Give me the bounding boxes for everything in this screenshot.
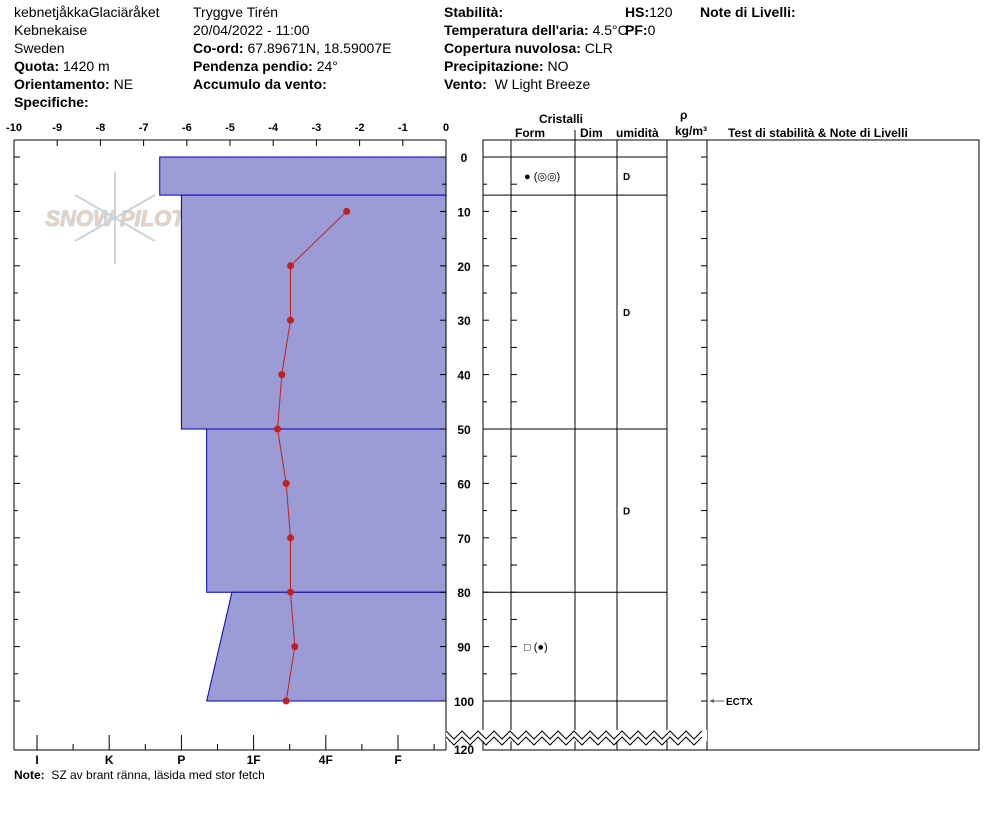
snowflake-icon: [74, 217, 116, 242]
air-temperature: Temperatura dell'aria: 4.5°C: [444, 22, 628, 38]
quota: Quota: 1420 m: [14, 58, 110, 74]
depth-tick-label: 0: [461, 151, 468, 165]
depth-tick-label: 20: [457, 260, 471, 274]
moisture-value: D: [623, 172, 630, 183]
precipitation: Precipitazione: NO: [444, 58, 569, 74]
temp-tick-label: -1: [398, 122, 408, 134]
temperature-point: [286, 588, 294, 596]
temp-tick-label: -9: [52, 122, 62, 134]
layer-table-frame: [482, 139, 980, 751]
depth-tick-label: 80: [457, 586, 471, 600]
stability-test-label: ECTX: [726, 697, 753, 708]
temperature-line: [277, 211, 347, 702]
temperature-point: [282, 479, 290, 487]
stability: Stabilità:: [444, 4, 504, 20]
footer-note: Note: SZ av brant ränna, läsida med stor…: [14, 768, 265, 782]
test-arrow-icon: [709, 699, 714, 703]
temperature-point: [286, 534, 294, 542]
hardness-tick-label: F: [394, 753, 401, 767]
depth-tick-label: 40: [457, 369, 471, 383]
wind: Vento: W Light Breeze: [444, 76, 591, 92]
temp-tick-label: -2: [355, 122, 365, 134]
hardness-layer-2: [206, 428, 447, 593]
crystals-header: Cristalli: [538, 112, 583, 126]
orientation: Orientamento: NE: [14, 76, 134, 92]
form-header: Form: [515, 126, 545, 140]
hs: HS:120: [625, 4, 673, 20]
hardness-layer-3: [206, 591, 447, 702]
hardness-tick-label: 1F: [247, 753, 261, 767]
temp-tick-label: -8: [96, 122, 106, 134]
depth-tick-label: 70: [457, 532, 471, 546]
datetime: 20/04/2022 - 11:00: [193, 22, 310, 38]
density-header: kg/m³: [675, 124, 708, 138]
snowflake-icon: [114, 217, 156, 242]
moisture-value: D: [623, 308, 630, 319]
moisture-value: D: [623, 507, 630, 518]
temperature-point: [343, 207, 351, 215]
depth-tick-label: 30: [457, 314, 471, 328]
depth-tick-label: 90: [457, 641, 471, 655]
slope: Pendenza pendio: 24°: [193, 58, 338, 74]
grain-form-symbol: ● (◎◎): [524, 171, 560, 183]
depth-tick-label: 120: [454, 743, 474, 757]
specifics: Specifiche:: [14, 94, 89, 110]
tests-header: Test di stabilità & Note di Livelli: [728, 126, 908, 140]
temp-tick-label: -4: [268, 122, 279, 134]
snowflake-icon: [114, 194, 156, 219]
snowflake-icon: [74, 194, 116, 219]
country: Sweden: [14, 40, 65, 56]
hardness-tick-label: K: [105, 753, 114, 767]
temperature-point: [274, 425, 282, 433]
temp-tick-label: -5: [225, 122, 235, 134]
depth-tick-label: 50: [457, 423, 471, 437]
axis-break: [445, 730, 703, 740]
location: kebnetjåkkaGlaciäråket: [14, 4, 160, 20]
hardness-tick-label: P: [177, 753, 185, 767]
wind-loading: Accumulo da vento:: [193, 76, 327, 92]
depth-tick-label: 60: [457, 477, 471, 491]
grain-form-symbol: □ (●): [524, 642, 548, 654]
hardness-tick-label: 4F: [319, 753, 333, 767]
temperature-point: [286, 316, 294, 324]
rho-header: ρ: [680, 108, 688, 122]
hardness-layer-0: [159, 156, 447, 196]
temp-tick-label: -3: [312, 122, 322, 134]
depth-tick-label: 100: [454, 695, 474, 709]
temp-tick-label: -6: [182, 122, 192, 134]
hardness-tick-label: I: [35, 753, 38, 767]
area: Kebnekaise: [14, 22, 88, 38]
axis-break: [445, 736, 703, 746]
depth-tick-label: 10: [457, 205, 471, 219]
hardness-layer-1: [180, 194, 447, 430]
pf: PF:0: [625, 22, 656, 38]
layer-notes-label: Note di Livelli:: [700, 4, 796, 20]
observer: Tryggve Tirén: [193, 4, 279, 20]
temperature-point: [291, 643, 299, 651]
temp-tick-label: -7: [139, 122, 149, 134]
dim-header: Dim: [580, 126, 603, 140]
moisture-header: umidità: [616, 126, 659, 140]
temperature-point: [286, 262, 294, 270]
cloud-cover: Copertura nuvolosa: CLR: [444, 40, 613, 56]
break-mask: [446, 730, 707, 741]
temperature-point: [278, 371, 286, 379]
temp-tick-label: 0: [443, 122, 449, 134]
temperature-point: [282, 697, 290, 705]
coordinates: Co-ord: 67.89671N, 18.59007E: [193, 40, 392, 56]
temp-tick-label: -10: [6, 122, 22, 134]
